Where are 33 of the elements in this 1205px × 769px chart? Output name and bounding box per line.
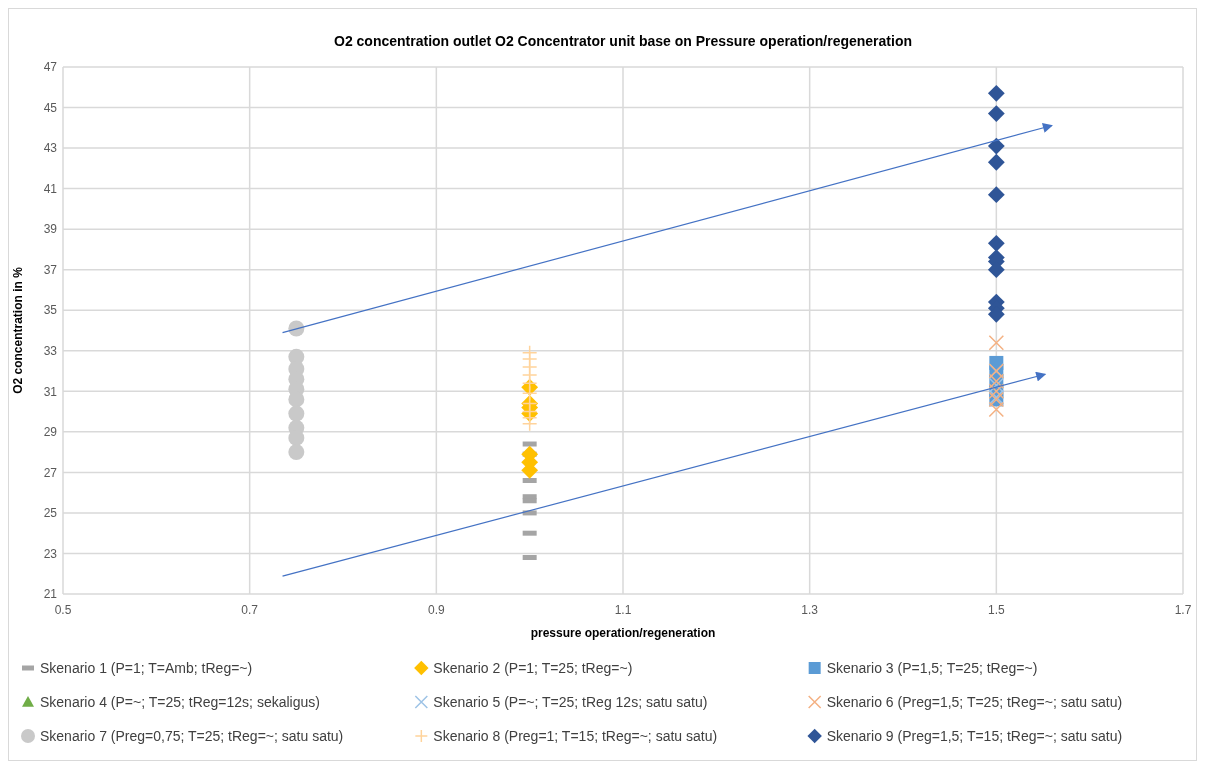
legend-label: Skenario 8 (Preg=1; T=15; tReg=~; satu satu) xyxy=(433,727,718,744)
y-tick-label: 45 xyxy=(43,100,58,115)
y-axis-title: O2 concentration in % xyxy=(11,266,25,394)
legend-label: Skenario 5 (P=~; T=25; tReg 12s; satu satu) xyxy=(433,693,708,710)
x-tick-label: 0.9 xyxy=(427,603,445,617)
y-tick-label: 23 xyxy=(43,546,58,561)
legend-label: Skenario 2 (P=1; T=25; tReg=~) xyxy=(433,659,633,676)
y-tick-label: 29 xyxy=(43,425,58,440)
legend-label: Skenario 1 (P=1; T=Amb; tReg=~) xyxy=(40,659,253,676)
y-tick-label: 21 xyxy=(43,587,58,602)
y-tick-label: 33 xyxy=(43,343,58,358)
chart-title: O2 concentration outlet O2 Concentrator unit base on Pressure operation/regeneration xyxy=(334,33,912,49)
x-tick-label: 1.5 xyxy=(987,603,1005,617)
y-tick-label: 47 xyxy=(43,60,58,75)
legend-label: Skenario 4 (P=~; T=25; tReg=12s; sekaligus) xyxy=(40,693,320,710)
y-tick-label: 35 xyxy=(43,303,58,318)
y-tick-label: 43 xyxy=(43,141,58,156)
y-tick-label: 25 xyxy=(43,506,58,521)
y-tick-label: 37 xyxy=(43,262,58,277)
x-tick-label: 0.5 xyxy=(54,603,72,617)
x-axis-title: pressure operation/regeneration xyxy=(530,626,716,640)
x-tick-label: 1.3 xyxy=(801,603,819,617)
x-tick-label: 0.7 xyxy=(241,603,259,617)
y-tick-label: 31 xyxy=(43,384,58,399)
y-tick-label: 27 xyxy=(43,465,58,480)
legend-label: Skenario 3 (P=1,5; T=25; tReg=~) xyxy=(826,659,1038,676)
y-tick-label: 41 xyxy=(43,181,58,196)
legend-label: Skenario 7 (Preg=0,75; T=25; tReg=~; satu satu) xyxy=(40,727,344,744)
legend-label: Skenario 9 (Preg=1,5; T=15; tReg=~; satu satu) xyxy=(826,727,1123,744)
x-tick-label: 1.1 xyxy=(614,603,632,617)
legend-label: Skenario 6 (Preg=1,5; T=25; tReg=~; satu satu) xyxy=(826,693,1123,710)
y-tick-label: 39 xyxy=(43,222,58,237)
x-tick-label: 1.7 xyxy=(1174,603,1192,617)
